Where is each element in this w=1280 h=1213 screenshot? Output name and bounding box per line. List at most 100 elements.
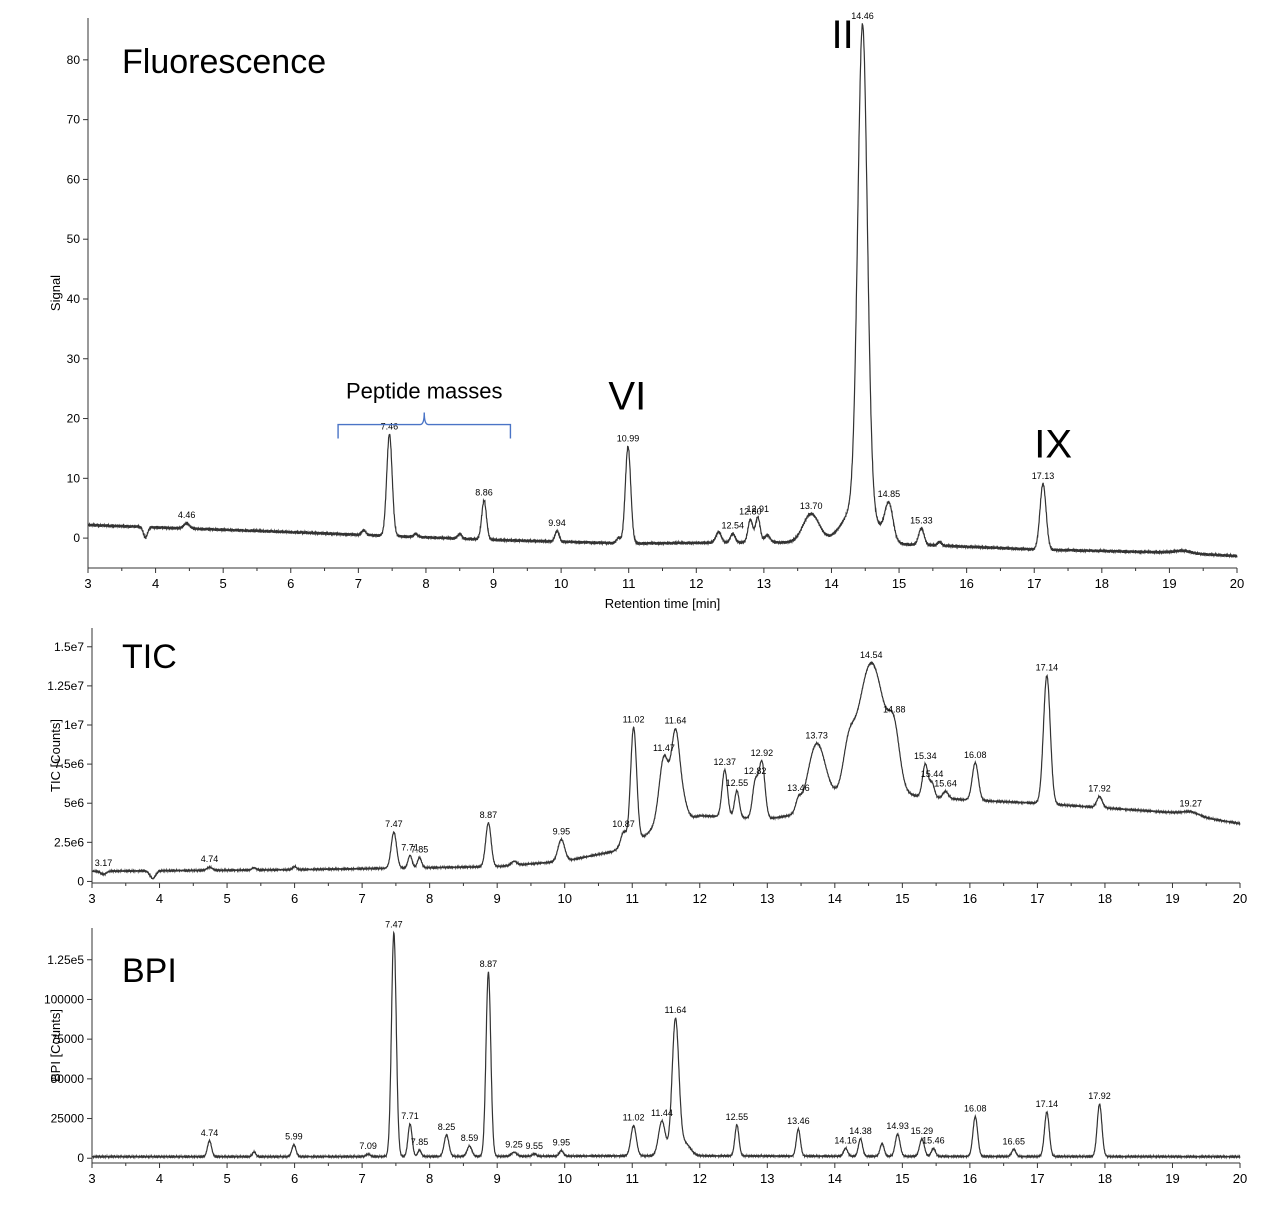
y-axis-label: BPI [Counts]	[48, 1009, 63, 1082]
peak-label: 8.59	[461, 1133, 479, 1143]
panel-title: Fluorescence	[122, 43, 326, 81]
x-tick-label: 15	[892, 576, 906, 591]
series-trace	[91, 930, 1241, 1160]
peak-label: 10.87	[612, 819, 635, 829]
peak-label: 11.44	[651, 1108, 673, 1118]
peak-label: 13.46	[787, 1116, 810, 1126]
y-tick-label: 80	[67, 53, 81, 67]
peak-label: 11.64	[665, 1005, 687, 1015]
peak-label: 11.02	[623, 714, 645, 724]
x-tick-label: 20	[1230, 576, 1244, 591]
peak-label: 15.34	[914, 751, 937, 761]
peak-label: 17.14	[1036, 663, 1059, 673]
peak-label: 8.87	[480, 959, 498, 969]
x-tick-label: 3	[84, 576, 91, 591]
peak-label: 12.91	[747, 504, 770, 514]
x-tick-label: 15	[895, 891, 909, 906]
peak-label: 7.47	[385, 819, 403, 829]
y-tick-label: 10	[67, 471, 81, 485]
x-tick-label: 4	[156, 1171, 163, 1186]
x-tick-label: 6	[287, 576, 294, 591]
x-tick-label: 18	[1098, 891, 1112, 906]
x-tick-label: 12	[693, 1171, 707, 1186]
x-tick-label: 9	[490, 576, 497, 591]
y-tick-label: 50	[67, 232, 81, 246]
x-tick-label: 11	[625, 1171, 639, 1186]
series-trace	[91, 660, 1241, 880]
peak-label: 16.08	[964, 750, 987, 760]
peak-label: 11.64	[665, 716, 687, 726]
y-axis-label: TIC [Counts]	[48, 719, 63, 792]
panel-title: TIC	[122, 638, 177, 676]
x-tick-label: 14	[824, 576, 838, 591]
x-tick-label: 8	[426, 1171, 433, 1186]
x-tick-label: 6	[291, 1171, 298, 1186]
peak-label: 16.65	[1003, 1136, 1026, 1146]
peak-label: 10.99	[617, 434, 640, 444]
panel-bpi: 3 4 5 6 7 8 9 10 11 12 13 14 15 16 17 18 19 20 0 25000 50000…	[44, 920, 1247, 1186]
x-tick-label: 14	[828, 891, 842, 906]
peak-label: 14.38	[849, 1126, 872, 1136]
x-tick-label: 9	[494, 1171, 501, 1186]
x-tick-label: 5	[223, 891, 230, 906]
peak-label: 14.93	[886, 1121, 909, 1131]
x-tick-label: 3	[88, 891, 95, 906]
x-tick-label: 17	[1030, 1171, 1044, 1186]
x-tick-label: 13	[760, 1171, 774, 1186]
x-tick-label: 10	[554, 576, 568, 591]
y-tick-label: 60	[67, 172, 81, 186]
peak-label: 13.46	[787, 783, 810, 793]
y-tick-label: 20	[67, 412, 81, 426]
peak-annotation: IX	[1034, 422, 1072, 466]
peak-label: 12.82	[744, 766, 767, 776]
peak-label: 14.46	[851, 11, 874, 21]
peak-label: 16.08	[964, 1104, 987, 1114]
y-tick-label: 1.25e5	[47, 953, 84, 967]
peak-label: 15.46	[922, 1135, 945, 1145]
x-tick-label: 20	[1233, 1171, 1247, 1186]
peak-label: 15.29	[911, 1126, 934, 1136]
peak-annotation: II	[831, 13, 853, 57]
x-tick-label: 19	[1165, 1171, 1179, 1186]
peak-label: 12.55	[726, 778, 749, 788]
x-tick-label: 5	[220, 576, 227, 591]
peak-label: 12.80	[739, 507, 762, 517]
x-tick-label: 17	[1027, 576, 1041, 591]
peak-label: 14.85	[878, 489, 901, 499]
x-tick-label: 20	[1233, 891, 1247, 906]
y-tick-label: 1.5e7	[54, 640, 84, 654]
peak-label: 9.94	[548, 518, 566, 528]
peak-label: 7.47	[385, 920, 403, 930]
x-tick-label: 11	[625, 891, 639, 906]
x-tick-label: 3	[88, 1171, 95, 1186]
x-tick-label: 19	[1165, 891, 1179, 906]
x-axis-label: Retention time [min]	[605, 596, 721, 611]
panel-fluorescence: 3 4 5 6 7 8 9 10 11 12 13 14 15 16 17 18 19 20 0 10 20 30 40 50…	[48, 11, 1244, 611]
x-tick-label: 6	[291, 891, 298, 906]
panel-title: BPI	[122, 952, 177, 990]
y-tick-label: 5e6	[64, 796, 84, 810]
panel-tic: 3 4 5 6 7 8 9 10 11 12 13 14 15 16 17 18 19 20 0 2.5e6 5e6 7.…	[47, 628, 1247, 906]
peak-label: 15.64	[934, 778, 957, 788]
peak-label: 7.85	[411, 1137, 429, 1147]
peak-label: 8.87	[480, 810, 498, 820]
y-tick-label: 0	[77, 874, 84, 888]
bracket-label: Peptide masses	[346, 379, 503, 404]
peak-label: 4.46	[178, 510, 196, 520]
peak-label: 8.86	[475, 488, 493, 498]
peak-label: 9.25	[505, 1139, 523, 1149]
peak-label: 7.71	[401, 842, 419, 852]
y-tick-label: 30	[67, 352, 81, 366]
x-tick-label: 16	[963, 891, 977, 906]
x-tick-label: 14	[828, 1171, 842, 1186]
peak-label: 9.95	[553, 826, 571, 836]
peak-label: 7.09	[359, 1141, 377, 1151]
x-tick-label: 16	[959, 576, 973, 591]
peak-label: 15.33	[910, 515, 933, 525]
x-tick-label: 12	[689, 576, 703, 591]
x-tick-label: 7	[359, 891, 366, 906]
peak-label: 11.47	[653, 743, 675, 753]
x-tick-label: 4	[152, 576, 159, 591]
y-tick-label: 2.5e6	[54, 835, 84, 849]
y-axis-label: Signal	[48, 275, 63, 311]
